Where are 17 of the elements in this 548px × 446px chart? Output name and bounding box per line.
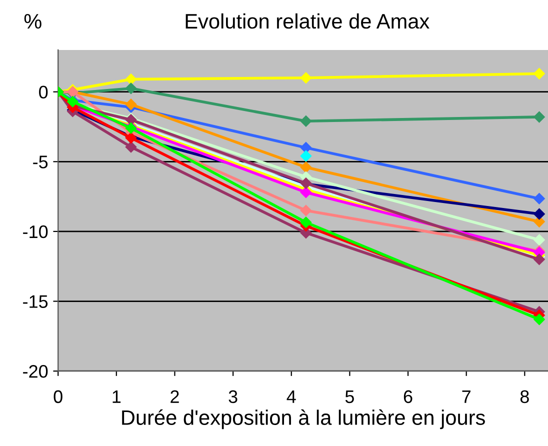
y-tick-label: -10 — [23, 225, 48, 238]
x-tick-label: 1 — [112, 390, 121, 403]
y-tick-label: -15 — [23, 295, 48, 308]
x-tick-label: 3 — [228, 390, 238, 404]
y-tick-label: -20 — [23, 365, 48, 378]
x-tick-label: 7 — [462, 390, 470, 403]
x-tick-label: 8 — [520, 390, 529, 404]
x-tick-label: 2 — [170, 390, 179, 403]
y-tick-label: 0 — [39, 86, 48, 99]
x-tick-label: 6 — [404, 390, 412, 404]
y-axis-title: % — [24, 14, 42, 29]
x-tick-label: 4 — [286, 390, 296, 403]
x-tick-label: 0 — [54, 390, 62, 404]
chart-title: Evolution relative de Amax — [186, 13, 430, 29]
y-tick-label: -5 — [33, 156, 48, 168]
x-tick-label: 5 — [345, 390, 354, 404]
x-axis-title: Durée d'exposition à la lumière en jours — [122, 409, 485, 430]
